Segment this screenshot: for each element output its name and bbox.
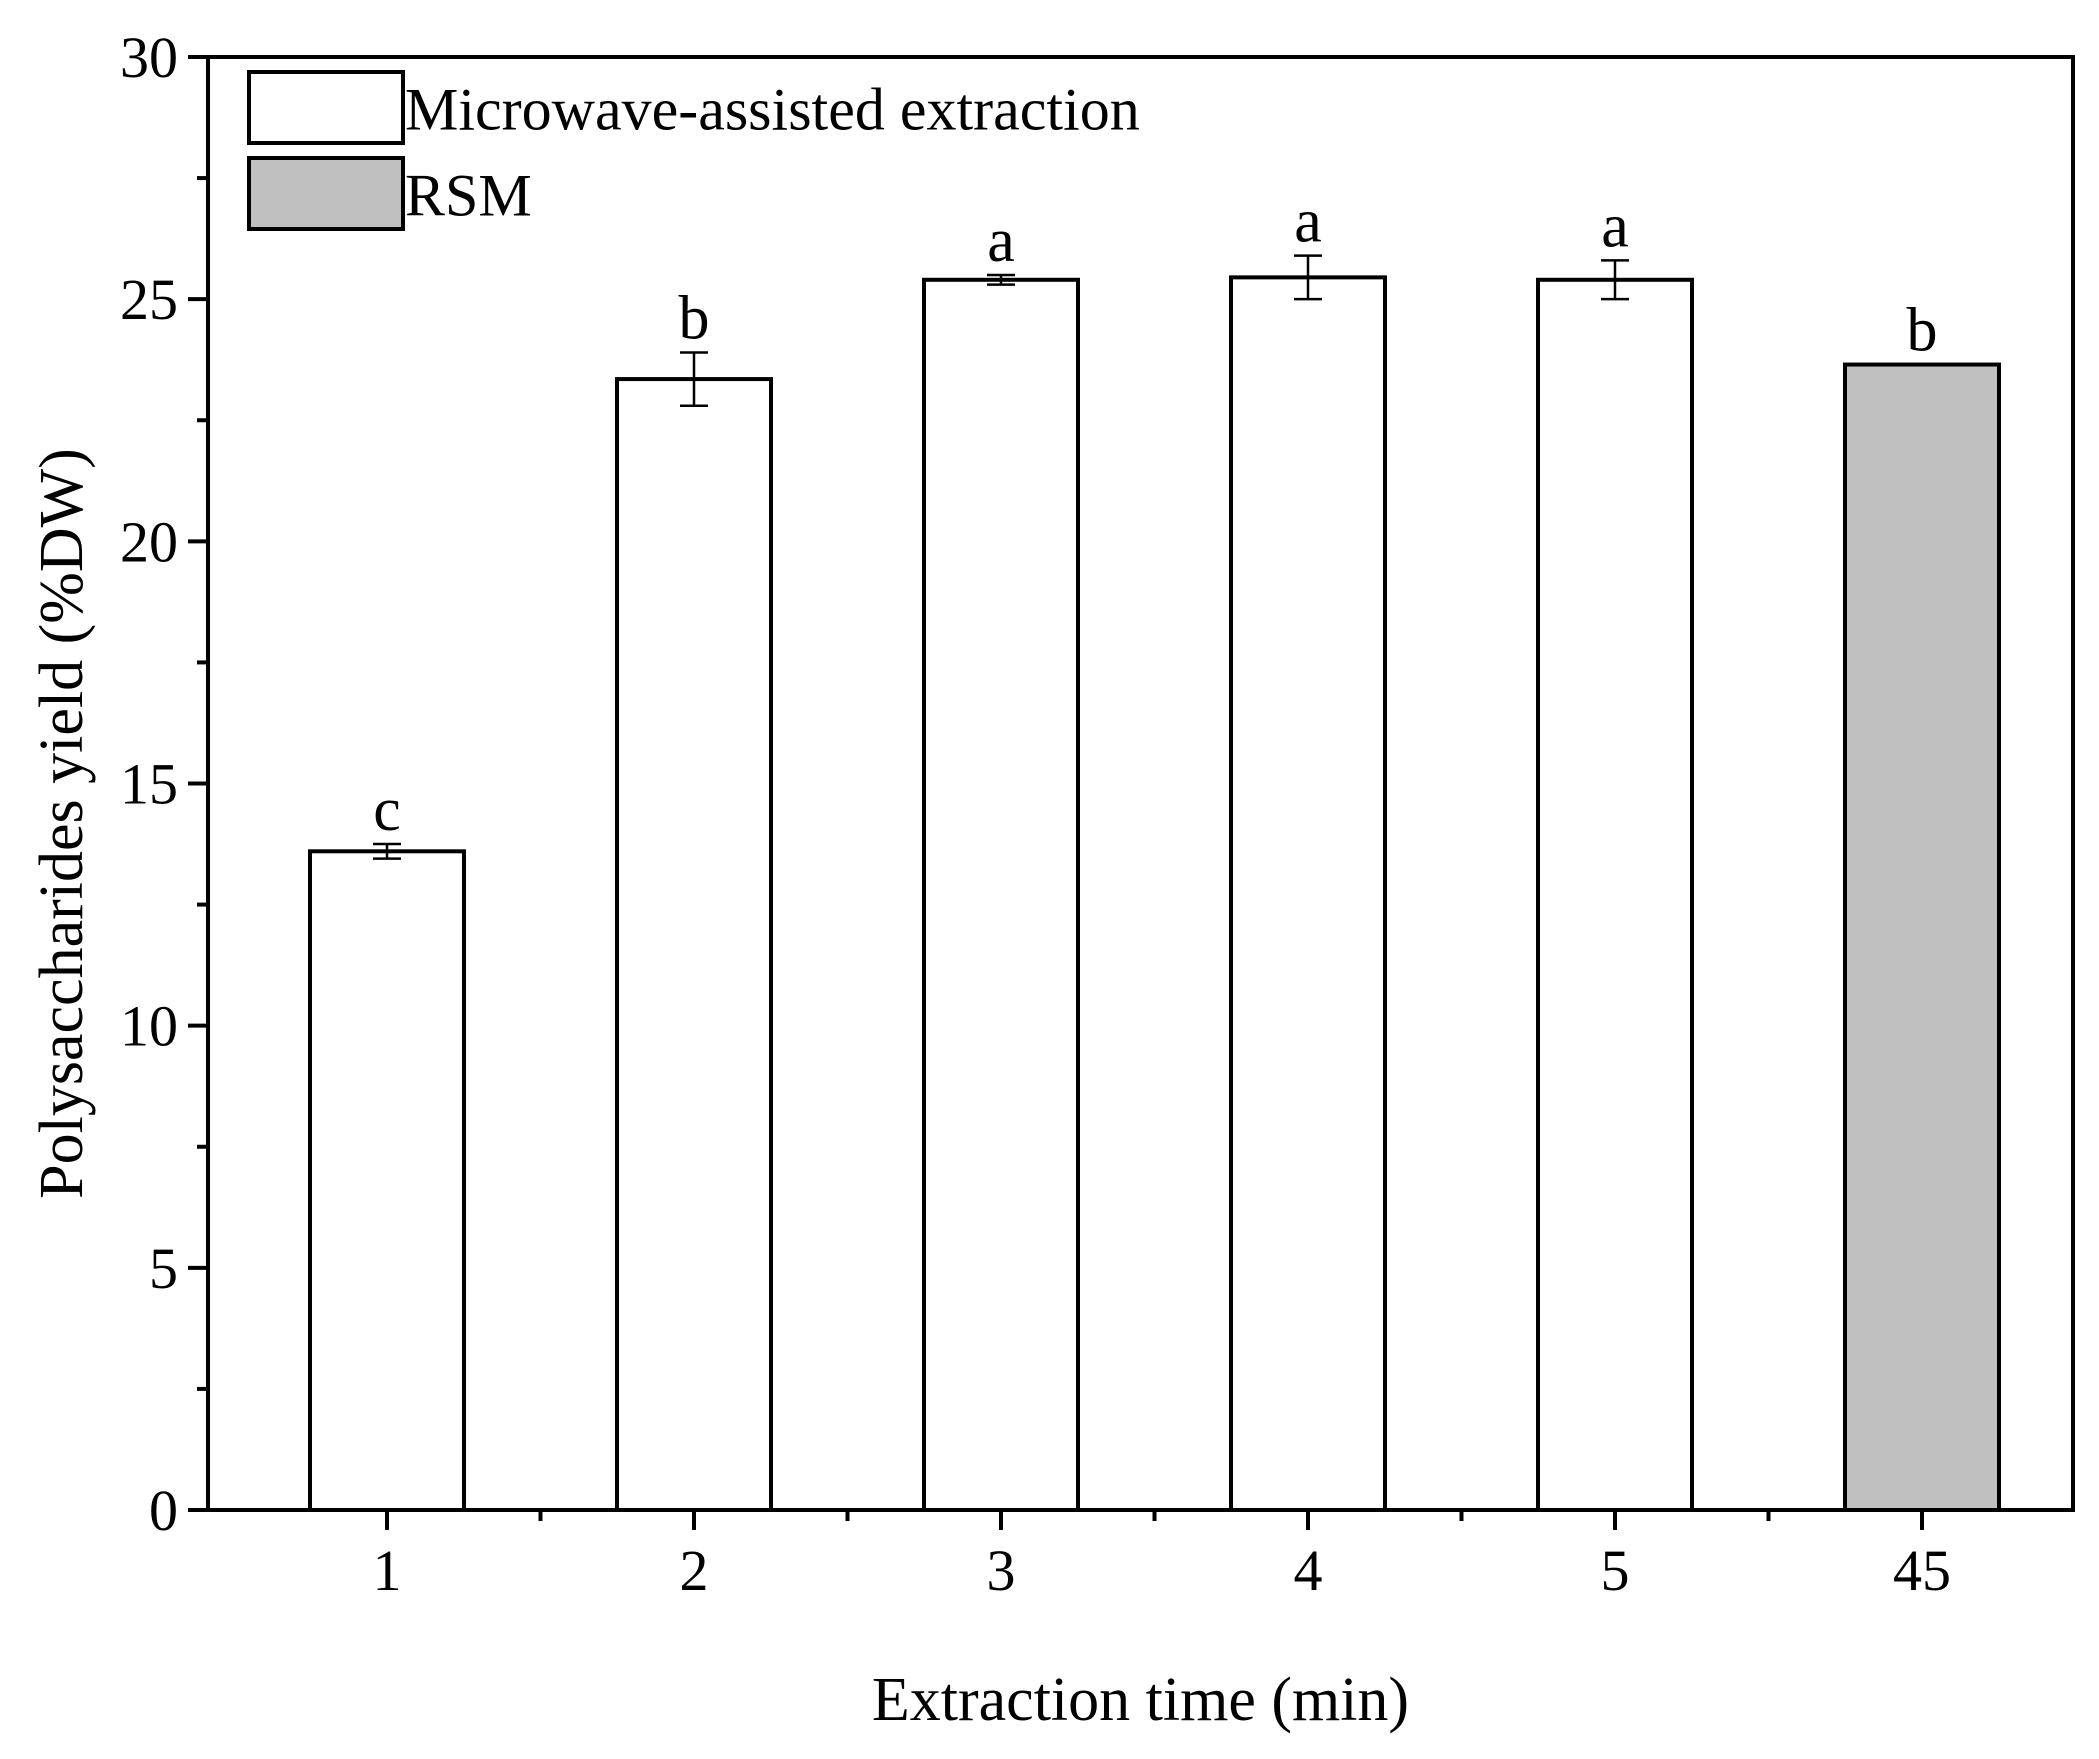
legend-swatch-rsm <box>247 156 405 231</box>
y-tick-label: 0 <box>149 1478 178 1543</box>
significance-letter: a <box>1294 188 1322 256</box>
legend-swatch-microwave <box>247 70 405 145</box>
significance-letter: b <box>1907 297 1938 365</box>
y-tick-label: 10 <box>120 994 178 1059</box>
x-tick-label: 4 <box>1294 1538 1323 1603</box>
legend-label-rsm: RSM <box>405 163 532 229</box>
bar-45 <box>1843 362 2001 1513</box>
legend-label-microwave: Microwave-assisted extraction <box>405 77 1140 143</box>
bar-5 <box>1536 277 1694 1512</box>
significance-letter: b <box>679 284 710 352</box>
y-tick-label: 5 <box>149 1236 178 1301</box>
x-tick-label: 3 <box>987 1538 1016 1603</box>
legend: Microwave-assisted extraction RSM <box>247 70 1140 231</box>
y-axis-title: Polysaccharides yield (%DW) <box>28 448 96 1199</box>
y-tick-label: 15 <box>120 752 178 817</box>
x-tick-label: 45 <box>1893 1538 1951 1603</box>
significance-letter: c <box>373 776 401 844</box>
x-tick-label: 2 <box>680 1538 709 1603</box>
significance-letter: a <box>1601 192 1629 260</box>
x-tick-label: 1 <box>373 1538 402 1603</box>
bar-4 <box>1229 275 1387 1512</box>
plot-frame <box>206 55 2075 1512</box>
y-tick-label: 30 <box>120 25 178 90</box>
bar-2 <box>615 377 773 1512</box>
y-tick-label: 20 <box>120 509 178 574</box>
x-tick-label: 5 <box>1601 1538 1630 1603</box>
x-axis-title: Extraction time (min) <box>872 1666 1409 1734</box>
bars: c b a a a b <box>308 188 2001 1513</box>
significance-letter: a <box>987 207 1015 275</box>
bar-1 <box>308 849 466 1512</box>
bar-3 <box>922 277 1080 1512</box>
y-tick-label: 25 <box>120 267 178 332</box>
